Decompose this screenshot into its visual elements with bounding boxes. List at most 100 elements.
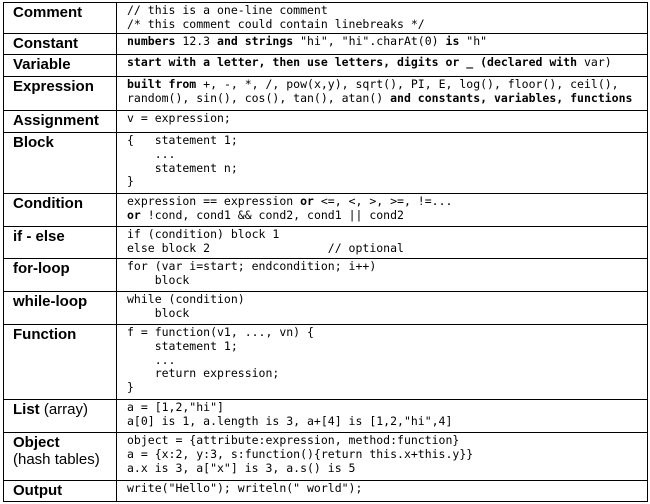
definition-line: } (127, 380, 647, 395)
table-row: List (array) a = [1,2,"hi"] a[0] is 1, a.l… (4, 400, 647, 433)
keyword-text: and constants, variables, functions (390, 90, 633, 105)
code-text: f = function(v1, ..., vn) { (127, 325, 314, 339)
table-row: Object (hash tables) object = {attribute:e… (4, 433, 647, 481)
table-row: while-loop while (condition) block (4, 292, 647, 325)
definition-line: expression == expression or <=, <, >, >=… (127, 194, 647, 209)
row-definition: built from +, -, *, /, pow(x,y), sqrt(),… (117, 77, 647, 110)
code-text: for (var i=start; endcondition; i++) (127, 259, 377, 273)
definition-line: write("Hello"); writeln(" world"); (127, 481, 647, 496)
row-term: Comment (4, 3, 117, 33)
definition-line: return expression; (127, 366, 647, 381)
definition-line: ... (127, 147, 647, 162)
keyword-text: and strings (217, 34, 294, 48)
definition-line: object = {attribute:expression, method:f… (127, 433, 647, 448)
term-label: while-loop (13, 293, 88, 310)
row-term: Expression (4, 77, 117, 110)
term-label: Function (13, 326, 77, 343)
code-text: <=, <, >, >=, !=... (313, 194, 453, 208)
code-text: if (condition) block 1 (127, 227, 280, 241)
table-row: Comment // this is a one-line comment/* t… (4, 3, 647, 34)
definition-line: if (condition) block 1 (127, 227, 647, 242)
code-text: !cond, cond1 && cond2, cond1 || cond2 (140, 207, 404, 222)
row-definition: // this is a one-line comment/* this com… (117, 3, 647, 33)
row-term: Variable (4, 55, 117, 76)
term-label: Constant (13, 35, 78, 52)
row-definition: while (condition) block (117, 292, 647, 324)
definition-line: random(), sin(), cos(), tan(), atan() an… (127, 90, 647, 106)
reference-table: Comment // this is a one-line comment/* t… (3, 2, 648, 502)
code-text: return expression; (127, 366, 280, 381)
term-label: Object (13, 434, 60, 451)
code-text: block (127, 272, 190, 287)
table-row: Output write("Hello"); writeln(" world"); (4, 481, 647, 501)
term-label: for-loop (13, 260, 70, 277)
table-row: for-loop for (var i=start; endcondition; … (4, 259, 647, 292)
term-label: Expression (13, 78, 94, 95)
code-text: } (127, 174, 134, 189)
term-label: Block (13, 134, 54, 151)
definition-line: for (var i=start; endcondition; i++) (127, 259, 647, 274)
definition-line: // this is a one-line comment (127, 3, 647, 18)
definition-line: statement 1; (127, 338, 647, 354)
keyword-text: built from (127, 77, 197, 91)
term-label: List (13, 401, 40, 418)
code-text: /* this comment could contain linebreaks… (127, 16, 425, 31)
term-suffix: (array) (39, 401, 89, 418)
row-definition: v = expression; (117, 111, 647, 132)
row-term: Condition (4, 194, 117, 226)
definition-line: a[0] is 1, a.length is 3, a+[4] is [1,2,… (127, 413, 647, 429)
row-definition: start with a letter, then use letters, d… (117, 55, 647, 76)
definition-line: built from +, -, *, /, pow(x,y), sqrt(),… (127, 77, 647, 92)
code-text: "hi", "hi".charAt(0) (293, 34, 446, 48)
definition-line: ... (127, 352, 647, 368)
term-label: Assignment (13, 112, 99, 129)
definition-line: { statement 1; (127, 133, 647, 148)
term-line2: (hash tables) (13, 451, 100, 468)
row-definition: write("Hello"); writeln(" world"); (117, 481, 647, 501)
row-definition: if (condition) block 1 else block 2 // op… (117, 227, 647, 258)
code-text: } (127, 380, 134, 395)
definition-line: while (condition) (127, 292, 647, 307)
term-label: Output (13, 482, 63, 499)
code-text: var) (577, 55, 612, 69)
code-text: write("Hello"); writeln(" world"); (127, 481, 363, 495)
row-definition: { statement 1; ... statement n;} (117, 133, 647, 193)
code-text: // this is a one-line comment (127, 3, 328, 17)
row-term: while-loop (4, 292, 117, 324)
table-row: Constant numbers 12.3 and strings "hi", "… (4, 34, 647, 55)
keyword-text: numbers (127, 34, 176, 48)
keyword-text: is (445, 34, 460, 48)
definition-line: block (127, 272, 647, 288)
definition-line: a = {x:2, y:3, s:function(){return this.… (127, 447, 647, 462)
row-term: Assignment (4, 111, 117, 132)
code-text: while (condition) (127, 292, 245, 306)
definition-line: or !cond, cond1 && cond2, cond1 || cond2 (127, 207, 647, 223)
table-row: Condition expression == expression or <=,… (4, 194, 647, 227)
code-text: statement n; (127, 160, 238, 175)
definition-line: start with a letter, then use letters, d… (127, 55, 647, 70)
code-text: v = expression; (127, 111, 231, 125)
term-label: Condition (13, 195, 83, 212)
row-definition: for (var i=start; endcondition; i++) blo… (117, 259, 647, 291)
row-term: Function (4, 325, 117, 399)
definition-line: a.x is 3, a["x"] is 3, a.s() is 5 (127, 461, 647, 476)
code-text: expression == expression (127, 194, 301, 208)
row-term: for-loop (4, 259, 117, 291)
code-text: a[0] is 1, a.length is 3, a+[4] is [1,2,… (127, 413, 453, 428)
code-text: statement 1; (127, 338, 238, 353)
row-definition: f = function(v1, ..., vn) { statement 1;… (117, 325, 647, 399)
code-text: "h" (459, 34, 488, 48)
definition-line: statement n; (127, 160, 647, 176)
code-text: object = {attribute:expression, method:f… (127, 433, 460, 447)
table-row: Function f = function(v1, ..., vn) { stat… (4, 325, 647, 400)
row-term: List (array) (4, 400, 117, 432)
definition-line: f = function(v1, ..., vn) { (127, 325, 647, 340)
row-definition: object = {attribute:expression, method:f… (117, 433, 647, 480)
definition-line: v = expression; (127, 111, 647, 126)
row-term: Constant (4, 34, 117, 54)
code-text: a = [1,2,"hi"] (127, 400, 224, 414)
row-term: Block (4, 133, 117, 193)
code-text: ... (127, 352, 176, 367)
table-row: Block { statement 1; ... statement n;} (4, 133, 647, 194)
row-term: Object (hash tables) (4, 433, 117, 480)
